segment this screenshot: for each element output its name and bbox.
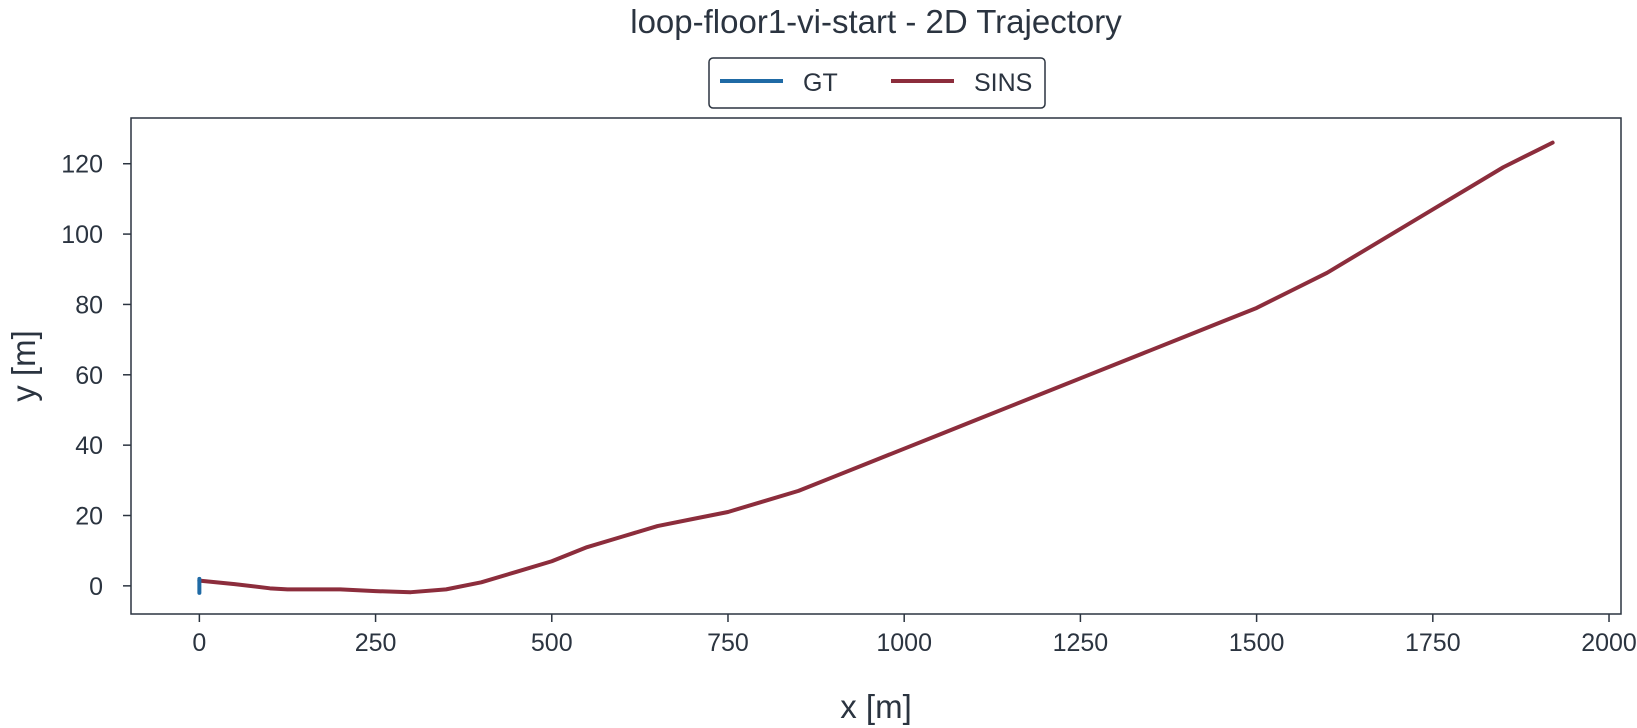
y-tick-label: 0 [89,573,103,601]
series-layer [197,140,1555,595]
x-tick-label: 250 [355,629,397,657]
y-tick-label: 80 [75,291,103,319]
x-tick-label: 1000 [876,629,932,657]
y-axis-label: y [m] [5,330,42,402]
plot-area [130,117,1622,615]
y-tick-label: 20 [75,503,103,531]
y-axis: 0 20 40 60 80 100 120 [61,151,131,601]
x-tick-label: 0 [192,629,206,657]
x-axis-label: x [m] [840,688,912,725]
x-tick-label: 500 [531,629,573,657]
chart-title: loop-floor1-vi-start - 2D Trajectory [630,3,1122,40]
legend: GT SINS [708,57,1046,109]
y-tick-label: 40 [75,432,103,460]
x-tick-label: 1250 [1053,629,1109,657]
x-tick-label: 750 [707,629,749,657]
y-tick-label: 60 [75,362,103,390]
legend-box [708,57,1046,109]
x-tick-label: 2000 [1581,629,1637,657]
x-tick-label: 1750 [1405,629,1461,657]
x-axis: 0 250 500 750 1000 1250 1500 1750 2000 [192,614,1637,657]
y-tick-label: 120 [61,151,103,179]
legend-label-gt: GT [803,69,838,97]
series-line-sins [197,140,1555,595]
legend-label-sins: SINS [974,69,1032,97]
x-tick-label: 1500 [1229,629,1285,657]
y-tick-label: 100 [61,221,103,249]
